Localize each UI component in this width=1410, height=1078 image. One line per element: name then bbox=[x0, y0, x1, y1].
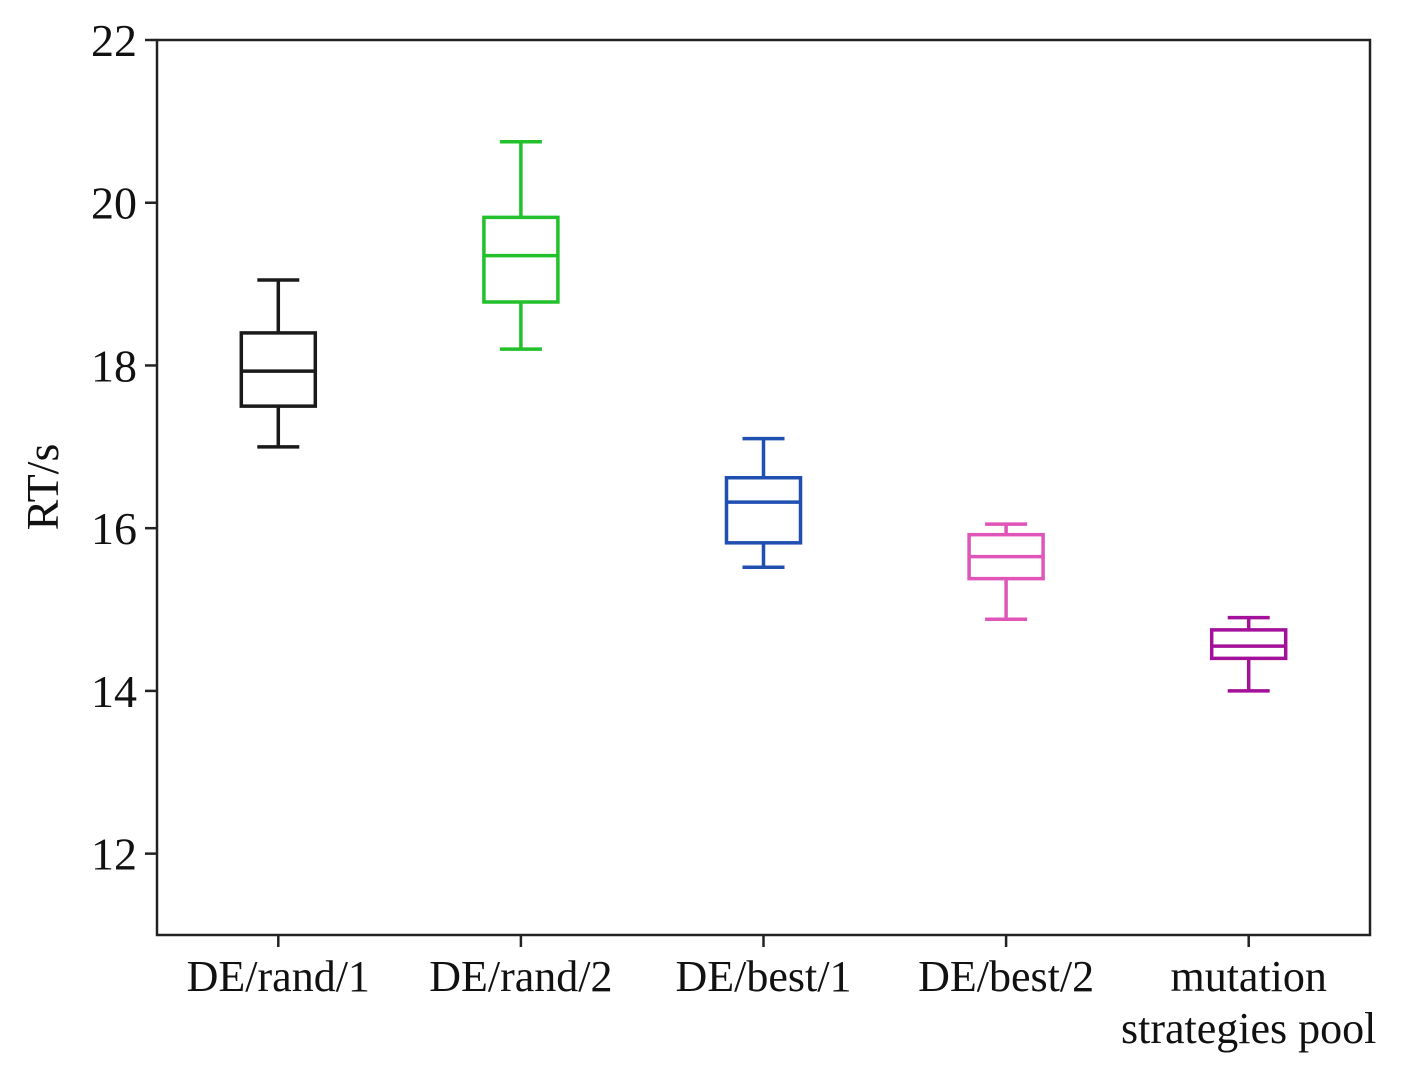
y-tick-label: 20 bbox=[91, 178, 137, 229]
x-tick-label: strategies pool bbox=[1121, 1004, 1376, 1053]
box-2 bbox=[482, 139, 560, 351]
box-4 bbox=[967, 522, 1045, 622]
y-axis-title: RT/s bbox=[17, 444, 68, 531]
plot-frame bbox=[155, 38, 1372, 937]
y-axis: 12 14 16 18 20 22 bbox=[91, 15, 157, 880]
x-tick-label: DE/best/1 bbox=[676, 952, 852, 1001]
y-tick-label: 14 bbox=[91, 666, 137, 717]
x-tick-label: mutation bbox=[1170, 952, 1326, 1001]
box-1 bbox=[239, 278, 318, 449]
box-series bbox=[239, 139, 1288, 693]
x-tick-label: DE/best/2 bbox=[918, 952, 1094, 1001]
x-tick-label: DE/rand/2 bbox=[429, 952, 612, 1001]
y-tick-label: 18 bbox=[91, 340, 137, 391]
x-tick-label: DE/rand/1 bbox=[187, 952, 370, 1001]
y-tick-label: 12 bbox=[91, 829, 137, 880]
iqr-box bbox=[1209, 628, 1288, 661]
iqr-box bbox=[724, 475, 803, 545]
y-tick-label: 16 bbox=[91, 503, 137, 554]
box-3 bbox=[724, 436, 803, 569]
y-tick-label: 22 bbox=[91, 15, 137, 66]
iqr-box bbox=[482, 215, 560, 304]
box-5 bbox=[1209, 615, 1288, 693]
x-axis: DE/rand/1 DE/rand/2 DE/best/1 DE/best/2 muta… bbox=[187, 935, 1376, 1053]
